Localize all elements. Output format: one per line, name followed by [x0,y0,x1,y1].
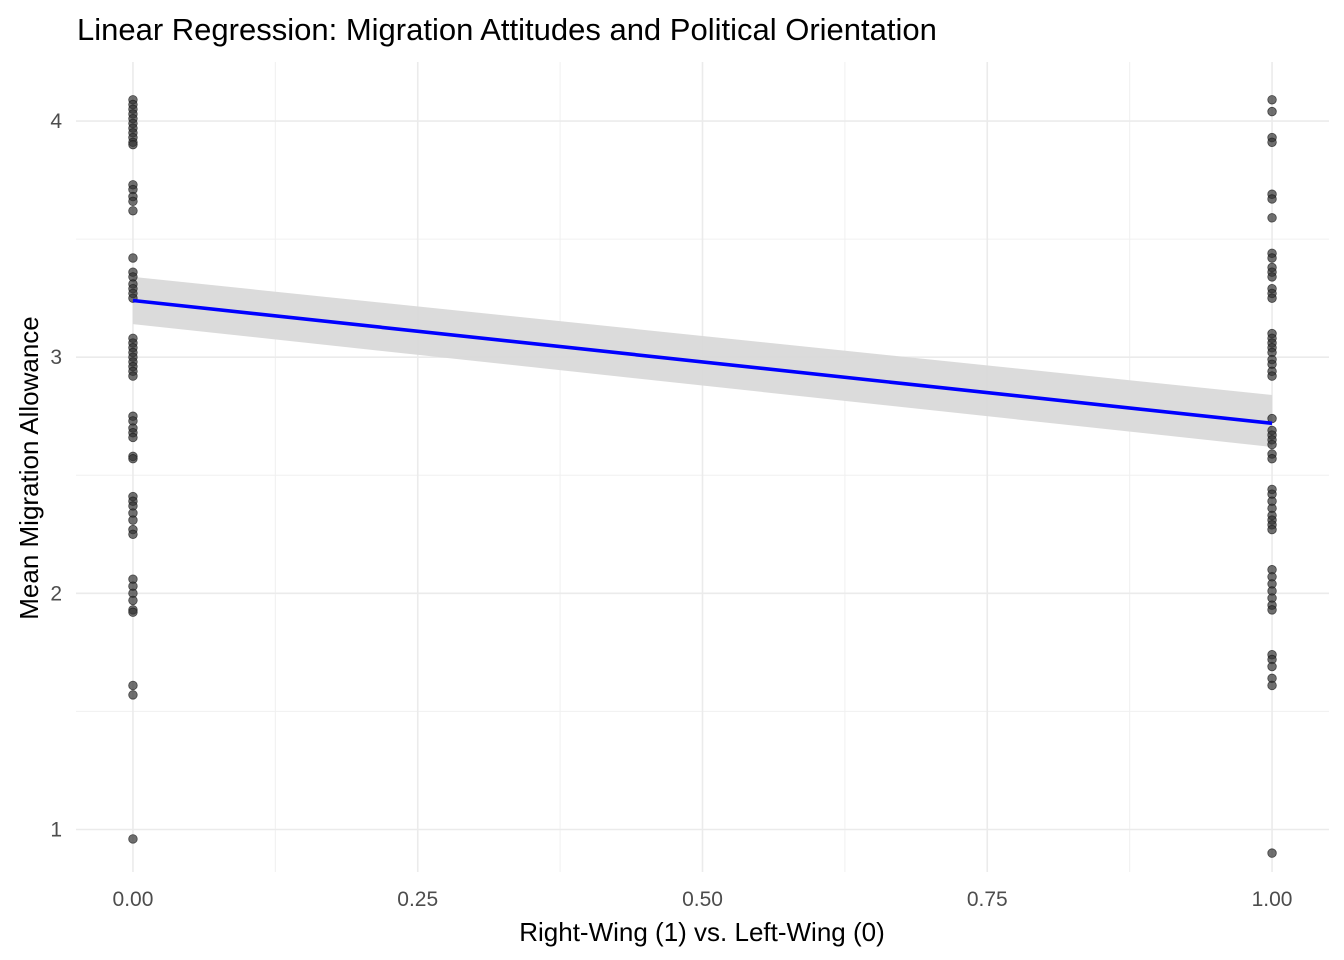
data-point [1267,439,1277,450]
data-point [128,595,138,606]
x-tick-label: 0.25 [397,888,438,911]
data-point [1267,605,1277,615]
data-point [128,206,138,216]
x-tick-label: 0.75 [967,888,1008,911]
point-layer [128,95,1277,858]
data-point [1267,253,1277,263]
data-point [1267,137,1277,147]
data-point [128,834,138,844]
data-point [1267,213,1277,223]
data-point [128,529,138,540]
data-point [1267,661,1277,672]
data-point [128,690,138,700]
data-point [128,607,138,617]
data-point [128,454,138,464]
x-tick-label: 0.00 [113,888,154,911]
regression-line [132,298,1273,426]
data-point [1267,454,1277,464]
y-tick-label: 1 [50,818,62,841]
data-point [1267,95,1277,105]
data-point [128,680,138,691]
data-point [1267,524,1277,535]
data-point [1267,848,1277,858]
data-point [1267,293,1277,303]
y-tick-label: 4 [50,110,62,133]
x-tick-label: 0.50 [682,888,723,911]
data-point [128,253,138,263]
data-point [128,196,138,207]
data-point [1267,194,1277,204]
data-point [128,432,138,443]
regression-line-layer [132,298,1273,426]
grid-layer [76,62,1329,872]
data-point [128,371,138,381]
y-tick-label: 2 [50,582,62,605]
y-tick-label: 3 [50,346,62,369]
data-point [128,515,138,525]
data-point [1267,106,1277,117]
data-point [1267,272,1277,282]
x-tick-label: 1.00 [1252,888,1293,911]
data-point [1267,680,1277,691]
data-point [128,139,138,150]
y-axis-title: Mean Migration Allowance [14,316,44,620]
x-axis-title: Right-Wing (1) vs. Left-Wing (0) [519,917,885,947]
data-point [1267,371,1277,381]
tick-label-layer: 0.00 0.25 0.50 0.75 1.00 1 2 3 4 [50,110,1292,911]
chart-title: Linear Regression: Migration Attitudes a… [77,12,937,47]
